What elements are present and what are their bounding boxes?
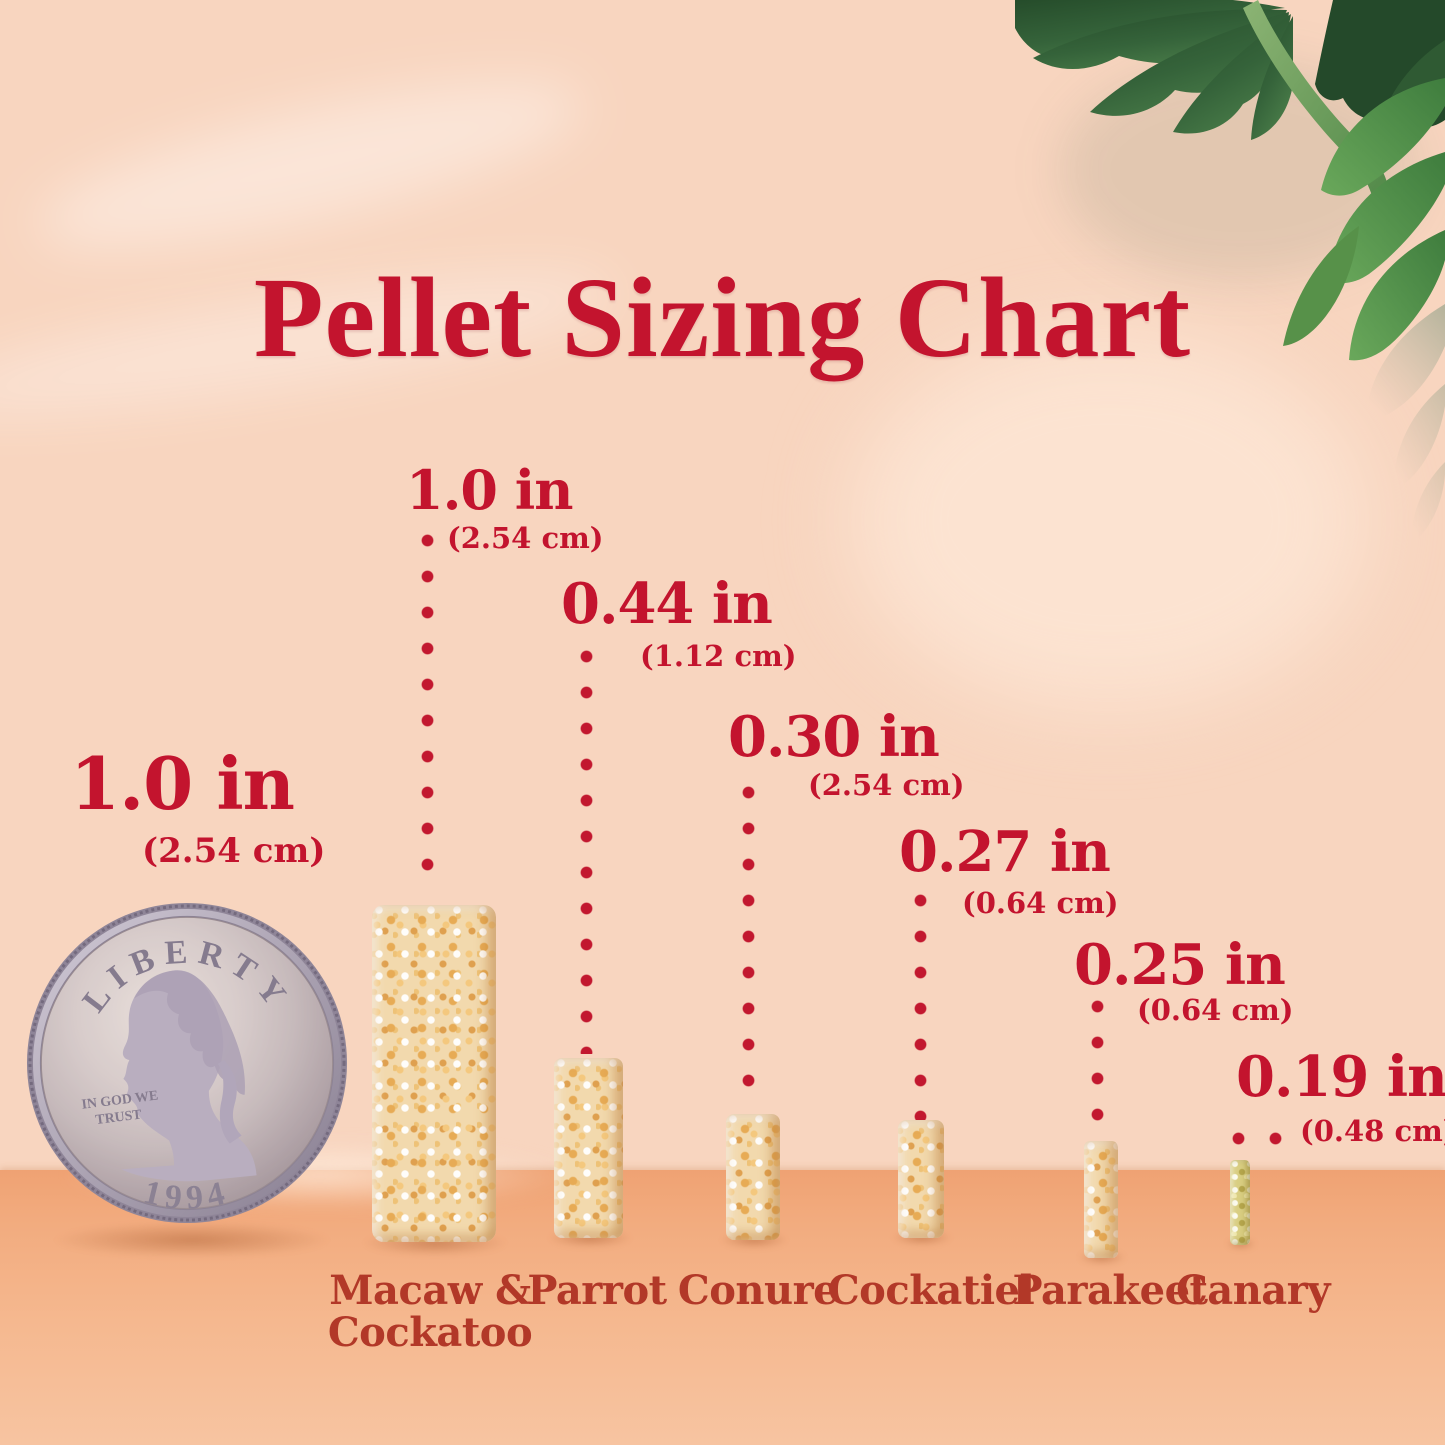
dotted-line-macaw	[421, 534, 434, 894]
size-metric-cockatiel: (0.64 cm)	[962, 886, 1119, 920]
soft-light-blob	[850, 330, 1370, 710]
coin-year: 1994	[140, 1174, 234, 1217]
pellet-macaw-cockatoo	[372, 905, 496, 1242]
bird-label-line1: Parakeet	[1012, 1267, 1208, 1314]
pellet-conure	[726, 1114, 780, 1240]
size-metric-canary: (0.48 cm)	[1300, 1114, 1445, 1148]
dotted-line-parrot	[580, 650, 593, 1054]
bird-label-cockatiel: Cockatiel	[827, 1267, 1035, 1314]
size-metric-conure: (2.54 cm)	[808, 768, 965, 802]
coin-reeded-edge	[28, 904, 346, 1222]
size-label-canary: 0.19 in	[1236, 1044, 1445, 1110]
pellet-canary	[1230, 1160, 1250, 1245]
bird-label-parakeet: Parakeet	[1012, 1267, 1208, 1314]
washington-hair	[134, 970, 245, 1095]
size-metric-macaw: (2.54 cm)	[447, 521, 604, 555]
coin-shadow	[52, 1222, 332, 1258]
pellet-parrot	[554, 1058, 623, 1238]
floor-surface	[0, 1170, 1445, 1445]
size-metric-parakeet: (0.64 cm)	[1137, 993, 1294, 1027]
size-label-cockatiel: 0.27 in	[899, 819, 1111, 885]
monstera-leaves	[1015, 0, 1445, 544]
dotted-line-cockatiel	[914, 894, 927, 1120]
bird-label-conure: Conure	[677, 1267, 839, 1314]
dotted-line-canary	[1232, 1132, 1306, 1145]
bird-label-macaw-cockatoo: Macaw & Cockatoo	[327, 1267, 533, 1356]
quarter-coin: LIBERTY IN GOD WE TRUST 1994	[26, 902, 348, 1224]
coin-size-label: 1.0 in	[70, 741, 295, 826]
monstera-leaf-right	[1283, 78, 1445, 544]
bird-label-line2: Cockatoo	[327, 1309, 533, 1356]
bird-label-line1: Parrot	[527, 1267, 667, 1314]
monstera-leaf-top	[1015, 0, 1445, 140]
size-metric-parrot: (1.12 cm)	[640, 639, 797, 673]
bird-label-line1: Canary	[1175, 1267, 1331, 1314]
dotted-line-parakeet	[1091, 1000, 1104, 1144]
pellet-parakeet	[1084, 1141, 1118, 1258]
washington-ponytail	[217, 1060, 242, 1144]
size-label-parakeet: 0.25 in	[1074, 932, 1286, 998]
pellet-cockatiel	[898, 1120, 944, 1238]
size-label-macaw: 1.0 in	[406, 458, 574, 522]
page-title: Pellet Sizing Chart	[253, 254, 1192, 382]
coin-motto-line2: TRUST	[95, 1107, 144, 1128]
bird-label-line1: Cockatiel	[827, 1267, 1035, 1314]
size-label-conure: 0.30 in	[728, 704, 940, 770]
dotted-line-conure	[742, 786, 755, 1108]
bird-label-line1: Conure	[677, 1267, 839, 1314]
bird-label-canary: Canary	[1175, 1267, 1331, 1314]
bird-label-parrot: Parrot	[527, 1267, 667, 1314]
size-label-parrot: 0.44 in	[561, 571, 773, 637]
bird-label-line1: Macaw &	[329, 1267, 531, 1314]
coin-size-metric: (2.54 cm)	[142, 831, 326, 871]
